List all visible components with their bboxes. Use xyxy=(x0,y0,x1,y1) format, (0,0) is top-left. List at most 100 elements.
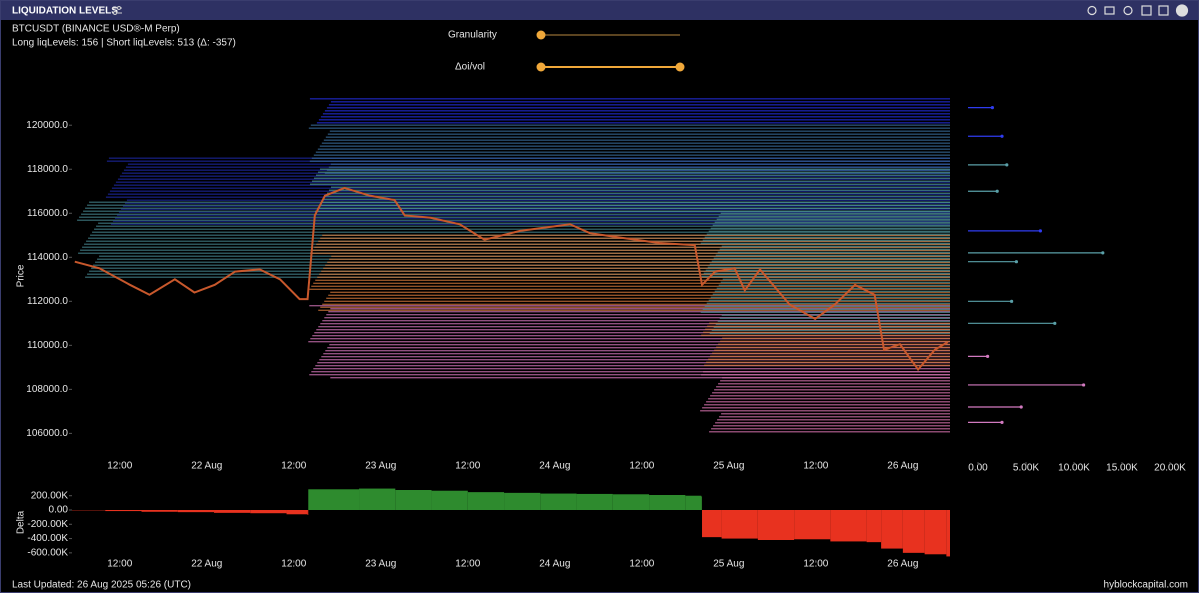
x-tick-label: 15.00K xyxy=(1106,463,1138,474)
delta-bar xyxy=(946,510,950,557)
slider-handle[interactable] xyxy=(536,62,546,72)
delta-bar xyxy=(105,510,142,512)
x-tick-label: 12:00 xyxy=(803,461,828,472)
x-tick-label: 20.00K xyxy=(1154,463,1186,474)
x-tick-label: 25 Aug xyxy=(713,461,744,472)
x-tick-label: 22 Aug xyxy=(191,461,222,472)
y-tick-label: -400.00K xyxy=(27,533,68,544)
x-tick-label: 12:00 xyxy=(629,461,654,472)
settings-icon[interactable] xyxy=(1123,5,1133,16)
oi-vol-label: Δoi/vol xyxy=(455,62,485,73)
volume-bar-end xyxy=(1082,383,1086,387)
delta-bar xyxy=(902,510,925,553)
x-tick-label: 12:00 xyxy=(281,559,306,570)
x-tick-label: 12:00 xyxy=(629,559,654,570)
x-tick-label: 12:00 xyxy=(803,559,828,570)
x-tick-label: 0.00 xyxy=(968,463,988,474)
delta-bar xyxy=(576,493,613,510)
expand-icon[interactable] xyxy=(1158,5,1169,16)
delta-bar xyxy=(881,510,903,549)
slider-handle[interactable] xyxy=(536,30,546,40)
delta-bar xyxy=(467,492,505,510)
y-tick-label: 106000.0 xyxy=(26,428,68,439)
price-line xyxy=(74,186,949,372)
delta-bar xyxy=(794,510,831,540)
x-tick-label: 12:00 xyxy=(281,461,306,472)
delta-bar xyxy=(250,510,287,514)
volume-bar-end xyxy=(986,354,990,358)
slider-handle[interactable] xyxy=(675,62,685,72)
delta-bar xyxy=(308,489,360,510)
y-axis-title: Price xyxy=(16,264,27,287)
x-tick-label: 23 Aug xyxy=(365,461,396,472)
y-tick-label: -200.00K xyxy=(27,519,68,530)
level-counts: Long liqLevels: 156 | Short liqLevels: 5… xyxy=(12,38,236,49)
x-tick-label: 12:00 xyxy=(455,461,480,472)
delta-bar xyxy=(757,510,795,540)
x-tick-label: 12:00 xyxy=(107,559,132,570)
delta-bar xyxy=(214,510,251,513)
y-tick-label: 114000.0 xyxy=(27,252,68,263)
y-axis-title: Delta xyxy=(16,510,27,534)
y-tick-label: 120000.0 xyxy=(26,120,68,131)
delta-bar xyxy=(395,490,432,510)
save-icon[interactable] xyxy=(1141,5,1152,16)
delta-bar xyxy=(721,510,758,539)
volume-bar-end xyxy=(1053,321,1057,325)
x-tick-label: 5.00K xyxy=(1013,463,1039,474)
refresh-icon[interactable] xyxy=(1087,5,1097,16)
liquidation-band xyxy=(700,371,950,433)
volume-bar-end xyxy=(995,189,999,193)
source: hyblockcapital.com xyxy=(1104,580,1188,591)
camera-icon[interactable] xyxy=(1104,6,1115,15)
liquidation-band xyxy=(309,168,950,212)
volume-bar-end xyxy=(1101,251,1105,255)
y-tick-label: 108000.0 xyxy=(26,384,68,395)
delta-bar xyxy=(924,510,947,555)
volume-bar-end xyxy=(990,106,995,110)
y-tick-label: 200.00K xyxy=(31,490,69,501)
y-tick-label: 112000.0 xyxy=(27,296,68,307)
delta-bar xyxy=(612,494,650,510)
volume-bar-end xyxy=(1005,163,1009,167)
y-tick-label: 118000.0 xyxy=(27,164,68,175)
y-tick-label: -600.00K xyxy=(27,547,68,558)
delta-bar xyxy=(177,510,215,513)
delta-bar xyxy=(307,510,309,515)
delta-bar xyxy=(540,493,577,510)
volume-bar-end xyxy=(1019,405,1023,409)
volume-bar-end xyxy=(1000,134,1004,138)
header-bar xyxy=(1,1,1198,20)
x-tick-label: 24 Aug xyxy=(539,559,570,570)
x-tick-label: 25 Aug xyxy=(713,559,744,570)
y-tick-label: 110000.0 xyxy=(27,340,68,351)
settings-icon[interactable] xyxy=(112,6,122,15)
volume-bar-end xyxy=(1010,299,1014,303)
delta-bar xyxy=(504,492,541,510)
liquidation-band xyxy=(700,212,950,334)
widget-title: LIQUIDATION LEVELS xyxy=(12,6,118,17)
x-tick-label: 22 Aug xyxy=(191,559,222,570)
x-tick-label: 26 Aug xyxy=(887,559,918,570)
delta-bar xyxy=(702,510,722,538)
x-tick-label: 10.00K xyxy=(1058,463,1090,474)
last-updated: Last Updated: 26 Aug 2025 05:26 (UTC) xyxy=(12,580,191,591)
close-icon[interactable] xyxy=(1175,4,1189,17)
delta-bar xyxy=(866,510,882,543)
delta-bar xyxy=(359,488,396,510)
y-tick-label: 116000.0 xyxy=(27,208,68,219)
liquidation-band xyxy=(309,98,950,124)
toolbar xyxy=(1087,4,1189,17)
delta-bar xyxy=(830,510,867,542)
x-tick-label: 26 Aug xyxy=(887,461,918,472)
delta-bar xyxy=(701,496,703,510)
delta-bar xyxy=(286,510,308,515)
y-tick-label: 0.00 xyxy=(49,505,69,516)
x-tick-label: 12:00 xyxy=(107,461,132,472)
x-tick-label: 23 Aug xyxy=(365,559,396,570)
liquidation-band xyxy=(308,124,950,174)
symbol-label: BTCUSDT (BINANCE USD®-M Perp) xyxy=(12,24,180,35)
liquidation-band xyxy=(701,322,950,367)
